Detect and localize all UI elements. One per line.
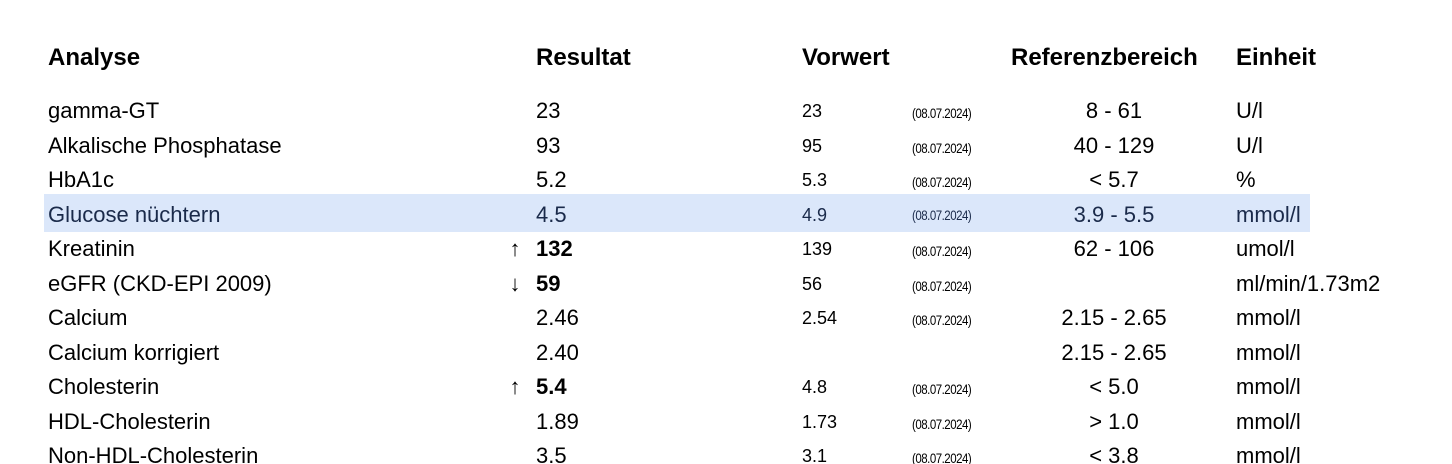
result-value: 23: [536, 98, 561, 123]
table-row: gamma-GT 23 23 (08.07.2024) 8 - 61 U/l: [0, 92, 1452, 126]
unit: mmol/l: [1236, 374, 1301, 399]
result-value: 93: [536, 132, 561, 158]
previous-date: (08.07.2024): [912, 105, 972, 121]
previous-date: (08.07.2024): [912, 415, 972, 432]
header-referenzbereich: Referenzbereich: [1011, 44, 1198, 71]
analyte-name: gamma-GT: [48, 98, 160, 123]
result-value: 132: [536, 236, 573, 261]
table-row: Non-HDL-Cholesterin 3.5 3.1 (08.07.2024) < 3…: [0, 437, 1452, 464]
flag-arrow-icon: ↑: [509, 374, 521, 399]
table-row: HDL-Cholesterin 1.89 1.73 (08.07.2024) > 1.0…: [0, 403, 1452, 437]
previous-value: 23: [802, 101, 823, 121]
table-row: Alkalische Phosphatase 93 95 (08.07.2024) 40…: [0, 127, 1452, 161]
previous-date: (08.07.2024): [912, 243, 972, 259]
previous-date: (08.07.2024): [912, 277, 972, 294]
result-value: 5.4: [536, 374, 567, 399]
reference-range: 2.15 - 2.65: [1061, 339, 1167, 365]
analyte-name: Calcium korrigiert: [48, 339, 220, 365]
unit: mmol/l: [1236, 408, 1301, 434]
reference-range: 62 - 106: [1073, 236, 1155, 261]
table-row: Kreatinin ↑ 132 139 (08.07.2024) 62 - 106 umol…: [0, 230, 1452, 264]
analyte-name: Calcium: [48, 305, 128, 330]
reference-range: > 1.0: [1089, 408, 1139, 434]
flag-arrow-icon: ↓: [509, 270, 521, 296]
previous-date: (08.07.2024): [912, 206, 972, 223]
result-value: 1.89: [536, 408, 579, 434]
unit: mmol/l: [1236, 443, 1301, 464]
unit: %: [1236, 167, 1256, 192]
result-value: 59: [536, 270, 561, 296]
unit: mmol/l: [1236, 201, 1301, 227]
header-analyse: Analyse: [48, 44, 141, 71]
table-row: Glucose nüchtern 4.5 4.9 (08.07.2024) 3.9 - …: [0, 193, 1452, 232]
previous-value: 5.3: [802, 170, 828, 190]
analyte-name: Non-HDL-Cholesterin: [48, 443, 259, 464]
previous-value: 3.1: [802, 446, 828, 464]
analyte-name: Glucose nüchtern: [48, 201, 221, 227]
reference-range: 2.15 - 2.65: [1061, 305, 1167, 330]
previous-value: 139: [802, 239, 833, 259]
previous-date: (08.07.2024): [912, 174, 972, 190]
unit: U/l: [1236, 98, 1263, 123]
unit: mmol/l: [1236, 339, 1301, 365]
analyte-name: Cholesterin: [48, 374, 160, 399]
previous-date: (08.07.2024): [912, 450, 972, 464]
unit: ml/min/1.73m2: [1236, 270, 1381, 296]
analyte-name: HbA1c: [48, 167, 115, 192]
table-row: Cholesterin ↑ 5.4 4.8 (08.07.2024) < 5.0 mmol/…: [0, 368, 1452, 402]
result-value: 4.5: [536, 201, 567, 227]
reference-range: < 3.8: [1089, 443, 1139, 464]
header-resultat: Resultat: [536, 44, 631, 71]
previous-date: (08.07.2024): [912, 312, 972, 328]
result-value: 5.2: [536, 167, 567, 192]
result-value: 2.46: [536, 305, 579, 330]
header-vorwert: Vorwert: [802, 44, 890, 71]
unit: mmol/l: [1236, 305, 1301, 330]
reference-range: 40 - 129: [1073, 132, 1155, 158]
previous-value: 2.54: [802, 308, 838, 328]
previous-value: 4.9: [802, 204, 828, 225]
previous-value: 56: [802, 273, 823, 294]
reference-range: 8 - 61: [1085, 98, 1143, 123]
table-row: Calcium korrigiert 2.40 2.15 - 2.65 mmol/l: [0, 334, 1452, 368]
table-row: HbA1c 5.2 5.3 (08.07.2024) < 5.7%: [0, 161, 1452, 195]
analyte-name: HDL-Cholesterin: [48, 408, 211, 434]
result-value: 2.40: [536, 339, 579, 365]
previous-date: (08.07.2024): [912, 139, 972, 156]
header-einheit: Einheit: [1236, 44, 1317, 71]
unit: U/l: [1236, 132, 1263, 158]
previous-value: 1.73: [802, 411, 838, 432]
previous-value: 4.8: [802, 377, 828, 397]
reference-range: < 5.0: [1089, 374, 1139, 399]
unit: umol/l: [1236, 236, 1295, 261]
previous-value: 95: [802, 135, 823, 156]
analyte-name: eGFR (CKD-EPI 2009): [48, 270, 272, 296]
analyte-name: Kreatinin: [48, 236, 135, 261]
reference-range: < 5.7: [1089, 167, 1139, 192]
table-row: eGFR (CKD-EPI 2009) ↓ 59 56 (08.07.2024) ml/m…: [0, 265, 1452, 299]
reference-range: 3.9 - 5.5: [1073, 201, 1155, 227]
flag-arrow-icon: ↑: [509, 236, 521, 261]
result-value: 3.5: [536, 443, 567, 464]
table-row: Calcium 2.46 2.54 (08.07.2024) 2.15 - 2.65 mm…: [0, 299, 1452, 333]
previous-date: (08.07.2024): [912, 381, 972, 397]
analyte-name: Alkalische Phosphatase: [48, 132, 282, 158]
